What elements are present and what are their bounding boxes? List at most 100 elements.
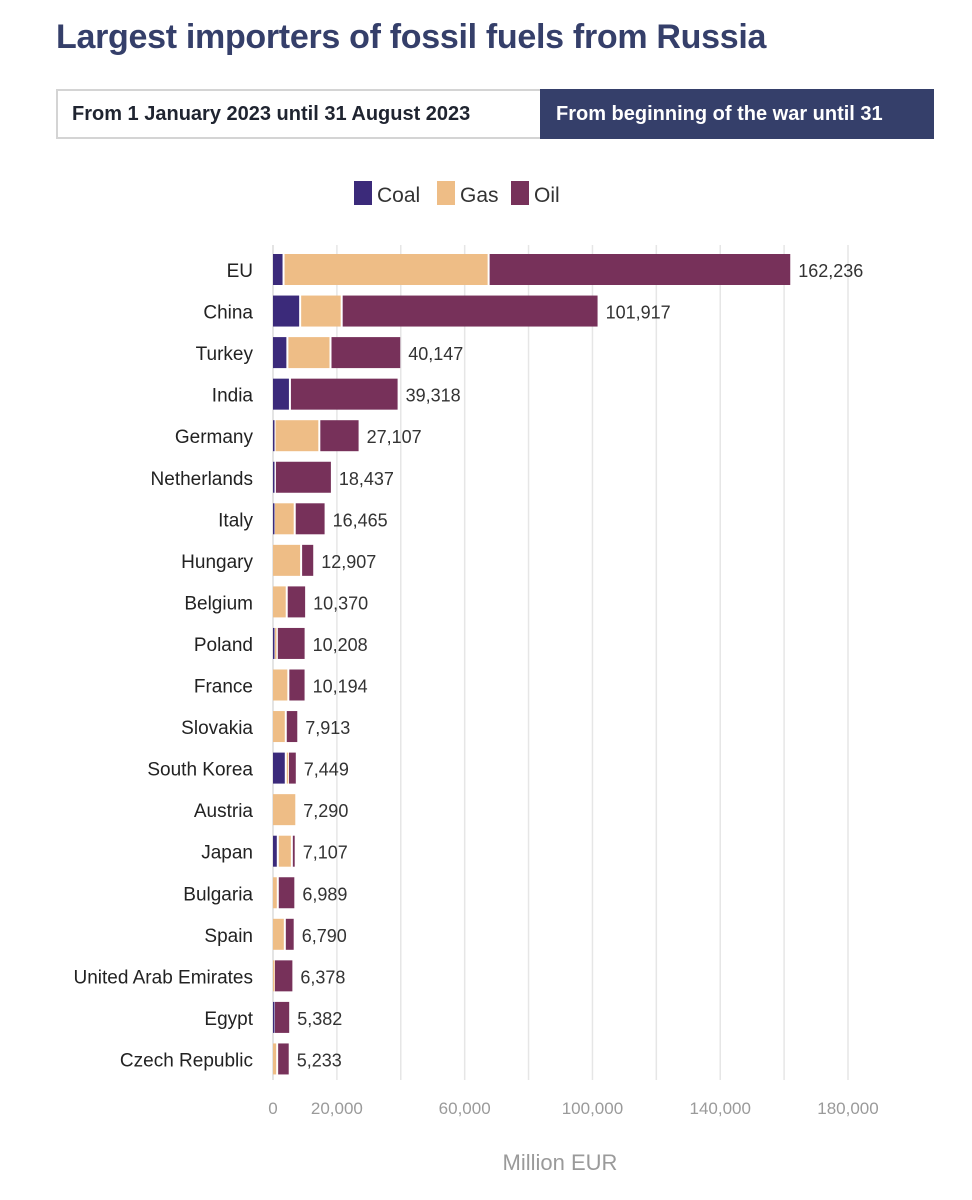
period-tabs: From 1 January 2023 until 31 August 2023…	[56, 89, 934, 139]
category-label: Bulgaria	[183, 884, 253, 905]
bar-gas[interactable]	[273, 1043, 277, 1075]
bar-coal[interactable]	[273, 461, 275, 493]
x-tick-label: 20,000	[311, 1099, 363, 1118]
bar-oil[interactable]	[274, 960, 293, 992]
chart-legend: Coal Gas Oil	[354, 181, 560, 207]
legend-swatch-oil[interactable]	[511, 181, 529, 205]
category-label: Czech Republic	[120, 1050, 253, 1071]
bar-coal[interactable]	[273, 503, 275, 535]
bar-gas[interactable]	[273, 918, 284, 950]
category-label: Italy	[218, 510, 253, 531]
bar-gas[interactable]	[274, 627, 277, 659]
total-label: 7,107	[303, 843, 348, 863]
total-label: 7,913	[305, 718, 350, 738]
bar-oil[interactable]	[290, 378, 398, 410]
total-label: 101,917	[606, 303, 671, 323]
x-tick-label: 100,000	[562, 1099, 623, 1118]
bar-gas[interactable]	[273, 669, 288, 701]
category-label: South Korea	[147, 760, 253, 781]
bar-oil[interactable]	[278, 1043, 289, 1075]
category-label: China	[203, 303, 253, 324]
total-label: 5,233	[297, 1050, 342, 1070]
x-tick-label: 0	[268, 1099, 277, 1118]
category-label: India	[212, 386, 254, 407]
bar-oil[interactable]	[289, 752, 296, 784]
category-label: Japan	[201, 843, 253, 864]
legend-swatch-coal[interactable]	[354, 181, 372, 205]
category-labels: EU China Turkey India Germany Netherlands Ital…	[73, 261, 253, 1071]
bar-oil[interactable]	[286, 711, 298, 743]
x-tick-label: 180,000	[817, 1099, 878, 1118]
bar-gas[interactable]	[274, 503, 294, 535]
bar-oil[interactable]	[489, 254, 791, 285]
chart-grid	[272, 245, 849, 1080]
bar-gas[interactable]	[273, 877, 277, 909]
bar-oil[interactable]	[331, 337, 401, 369]
bar-oil[interactable]	[285, 918, 294, 950]
bar-coal[interactable]	[273, 627, 275, 659]
bar-coal[interactable]	[273, 420, 275, 452]
bar-oil[interactable]	[295, 503, 325, 535]
legend-label-gas[interactable]: Gas	[460, 184, 499, 207]
total-label: 10,208	[313, 635, 368, 655]
total-labels: 162,236 101,917 40,147 39,318 27,107 18,437 16…	[297, 261, 864, 1070]
total-label: 6,989	[302, 884, 347, 904]
bar-gas[interactable]	[273, 711, 285, 743]
bar-coal[interactable]	[273, 835, 277, 867]
total-label: 5,382	[297, 1009, 342, 1029]
bar-oil[interactable]	[320, 420, 359, 452]
bar-oil[interactable]	[277, 627, 305, 659]
x-tick-label: 140,000	[689, 1099, 750, 1118]
category-label: Poland	[194, 635, 253, 656]
bar-gas[interactable]	[273, 960, 275, 992]
category-label: Spain	[204, 926, 253, 947]
bar-oil[interactable]	[342, 295, 598, 327]
total-label: 6,378	[300, 967, 345, 987]
total-label: 10,194	[313, 677, 368, 697]
chart-bars	[273, 254, 791, 1075]
bar-oil[interactable]	[287, 586, 306, 618]
total-label: 10,370	[313, 593, 368, 613]
tab-2023-period[interactable]: From 1 January 2023 until 31 August 2023	[56, 89, 540, 139]
bar-gas[interactable]	[273, 544, 301, 576]
bar-gas[interactable]	[278, 835, 291, 867]
legend-label-coal[interactable]: Coal	[377, 184, 420, 207]
bar-coal[interactable]	[273, 378, 289, 410]
bar-gas[interactable]	[286, 752, 289, 784]
x-tick-label: 60,000	[439, 1099, 491, 1118]
legend-label-oil[interactable]: Oil	[534, 184, 560, 207]
bar-coal[interactable]	[273, 337, 287, 369]
bar-gas[interactable]	[275, 420, 319, 452]
bar-oil[interactable]	[278, 877, 295, 909]
bar-oil[interactable]	[289, 669, 305, 701]
bar-coal[interactable]	[273, 295, 300, 327]
bar-gas[interactable]	[288, 337, 330, 369]
category-label: Slovakia	[181, 718, 253, 739]
bar-gas[interactable]	[273, 794, 296, 826]
x-axis-title: Million EUR	[503, 1150, 618, 1175]
category-label: Hungary	[181, 552, 253, 573]
bar-oil[interactable]	[275, 461, 331, 493]
category-label: Germany	[175, 427, 254, 448]
category-label: EU	[227, 261, 253, 282]
bar-coal[interactable]	[273, 254, 283, 285]
bar-gas[interactable]	[284, 254, 488, 285]
bar-oil[interactable]	[292, 835, 295, 867]
x-axis-ticks: 0 20,000 60,000 100,000 140,000 180,000	[268, 1099, 878, 1118]
page-title: Largest importers of fossil fuels from R…	[56, 18, 767, 56]
bar-gas[interactable]	[273, 586, 286, 618]
category-label: Turkey	[196, 344, 254, 365]
total-label: 39,318	[406, 386, 461, 406]
bar-oil[interactable]	[302, 544, 314, 576]
bar-gas[interactable]	[301, 295, 341, 327]
bar-coal[interactable]	[273, 1001, 275, 1033]
total-label: 12,907	[321, 552, 376, 572]
bar-oil[interactable]	[274, 1001, 290, 1033]
bar-coal[interactable]	[273, 752, 285, 784]
total-label: 18,437	[339, 469, 394, 489]
total-label: 7,290	[303, 801, 348, 821]
total-label: 27,107	[367, 427, 422, 447]
tab-war-period[interactable]: From beginning of the war until 31	[540, 89, 934, 139]
legend-swatch-gas[interactable]	[437, 181, 455, 205]
